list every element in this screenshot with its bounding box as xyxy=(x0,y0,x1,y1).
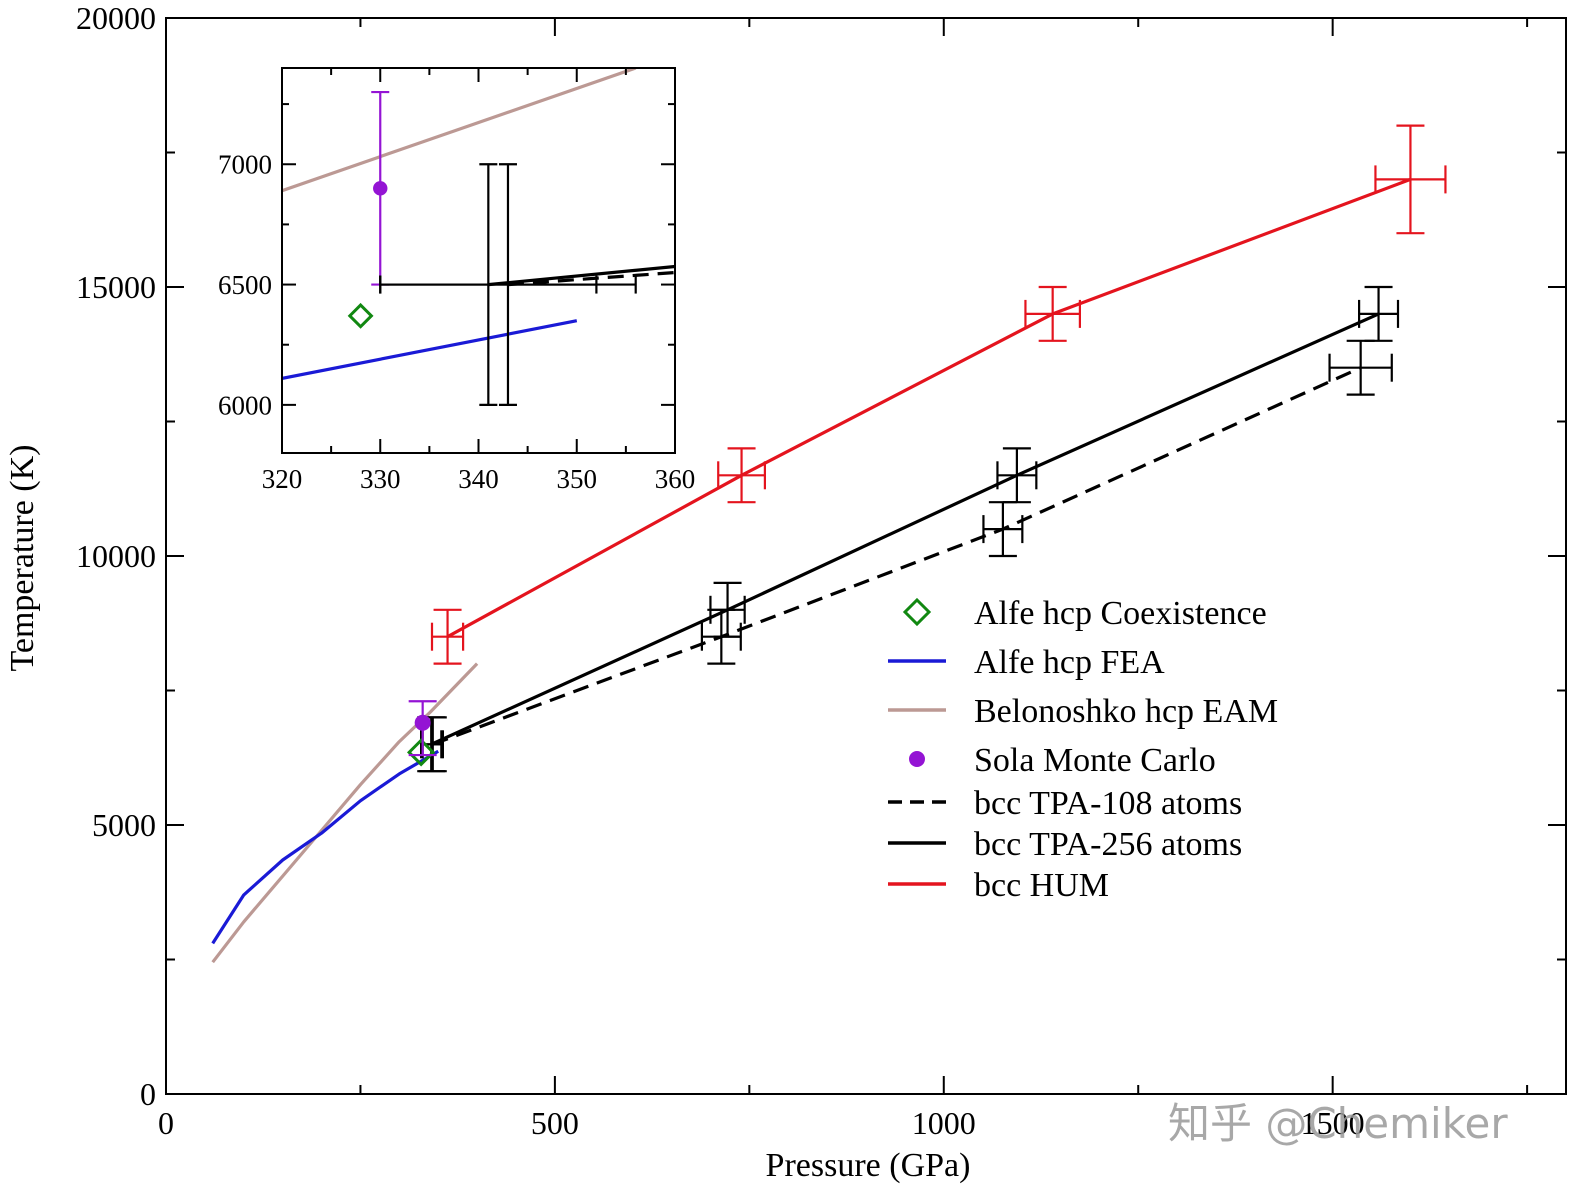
inset-x-tick-label: 330 xyxy=(360,464,401,494)
x-tick-label: 500 xyxy=(531,1105,579,1141)
inset-y-tick-label: 6000 xyxy=(218,390,272,420)
inset-x-tick-label: 320 xyxy=(262,464,303,494)
y-tick-label: 10000 xyxy=(76,538,156,574)
x-tick-label: 1000 xyxy=(912,1105,976,1141)
x-tick-label: 0 xyxy=(158,1105,174,1141)
inset-background xyxy=(282,68,675,453)
legend: Alfe hcp Coexistence Alfe hcp FEA Belonosh… xyxy=(888,595,1278,904)
inset-series-group xyxy=(282,68,675,406)
legend-label: Belonoshko hcp EAM xyxy=(974,693,1278,730)
inset-x-tick-label: 350 xyxy=(557,464,598,494)
inset-series-point xyxy=(347,302,374,329)
legend-label: Sola Monte Carlo xyxy=(974,742,1216,779)
legend-label: bcc HUM xyxy=(974,867,1109,904)
y-axis-label: Temperature (K) xyxy=(4,445,41,672)
series-line xyxy=(446,177,1411,639)
inset-series-point xyxy=(373,181,388,196)
y-tick-label: 20000 xyxy=(76,0,156,36)
legend-label: bcc TPA-108 atoms xyxy=(974,785,1242,822)
series-line xyxy=(432,366,1362,746)
x-axis-label: Pressure (GPa) xyxy=(766,1147,971,1184)
legend-marker xyxy=(902,597,932,627)
inset-series-line xyxy=(282,68,637,193)
x-tick-label: 1500 xyxy=(1301,1105,1365,1141)
y-tick-label: 0 xyxy=(140,1076,156,1112)
inset-x-tick-label: 360 xyxy=(655,464,696,494)
series-point xyxy=(414,714,431,731)
inset-y-tick-label: 6500 xyxy=(218,270,272,300)
inset-series-line xyxy=(488,264,675,287)
legend-label: Alfe hcp Coexistence xyxy=(974,595,1267,632)
legend-marker xyxy=(909,751,925,767)
y-tick-label: 5000 xyxy=(92,807,156,843)
inset-x-tick-label: 340 xyxy=(458,464,499,494)
inset-series-line xyxy=(507,270,675,287)
inset-y-tick-label: 7000 xyxy=(218,150,272,180)
legend-label: Alfe hcp FEA xyxy=(974,644,1165,681)
y-tick-label: 15000 xyxy=(76,269,156,305)
legend-label: bcc TPA-256 atoms xyxy=(974,826,1242,863)
series-line xyxy=(211,749,440,945)
inset-series-line xyxy=(282,319,578,380)
inset-plot-area: 320 330 340 350 360 6000 6500 7000 xyxy=(218,67,696,494)
watermark: 知乎 @Chemiker xyxy=(1168,1099,1508,1148)
series-point xyxy=(406,738,436,767)
series-line xyxy=(430,312,1380,746)
